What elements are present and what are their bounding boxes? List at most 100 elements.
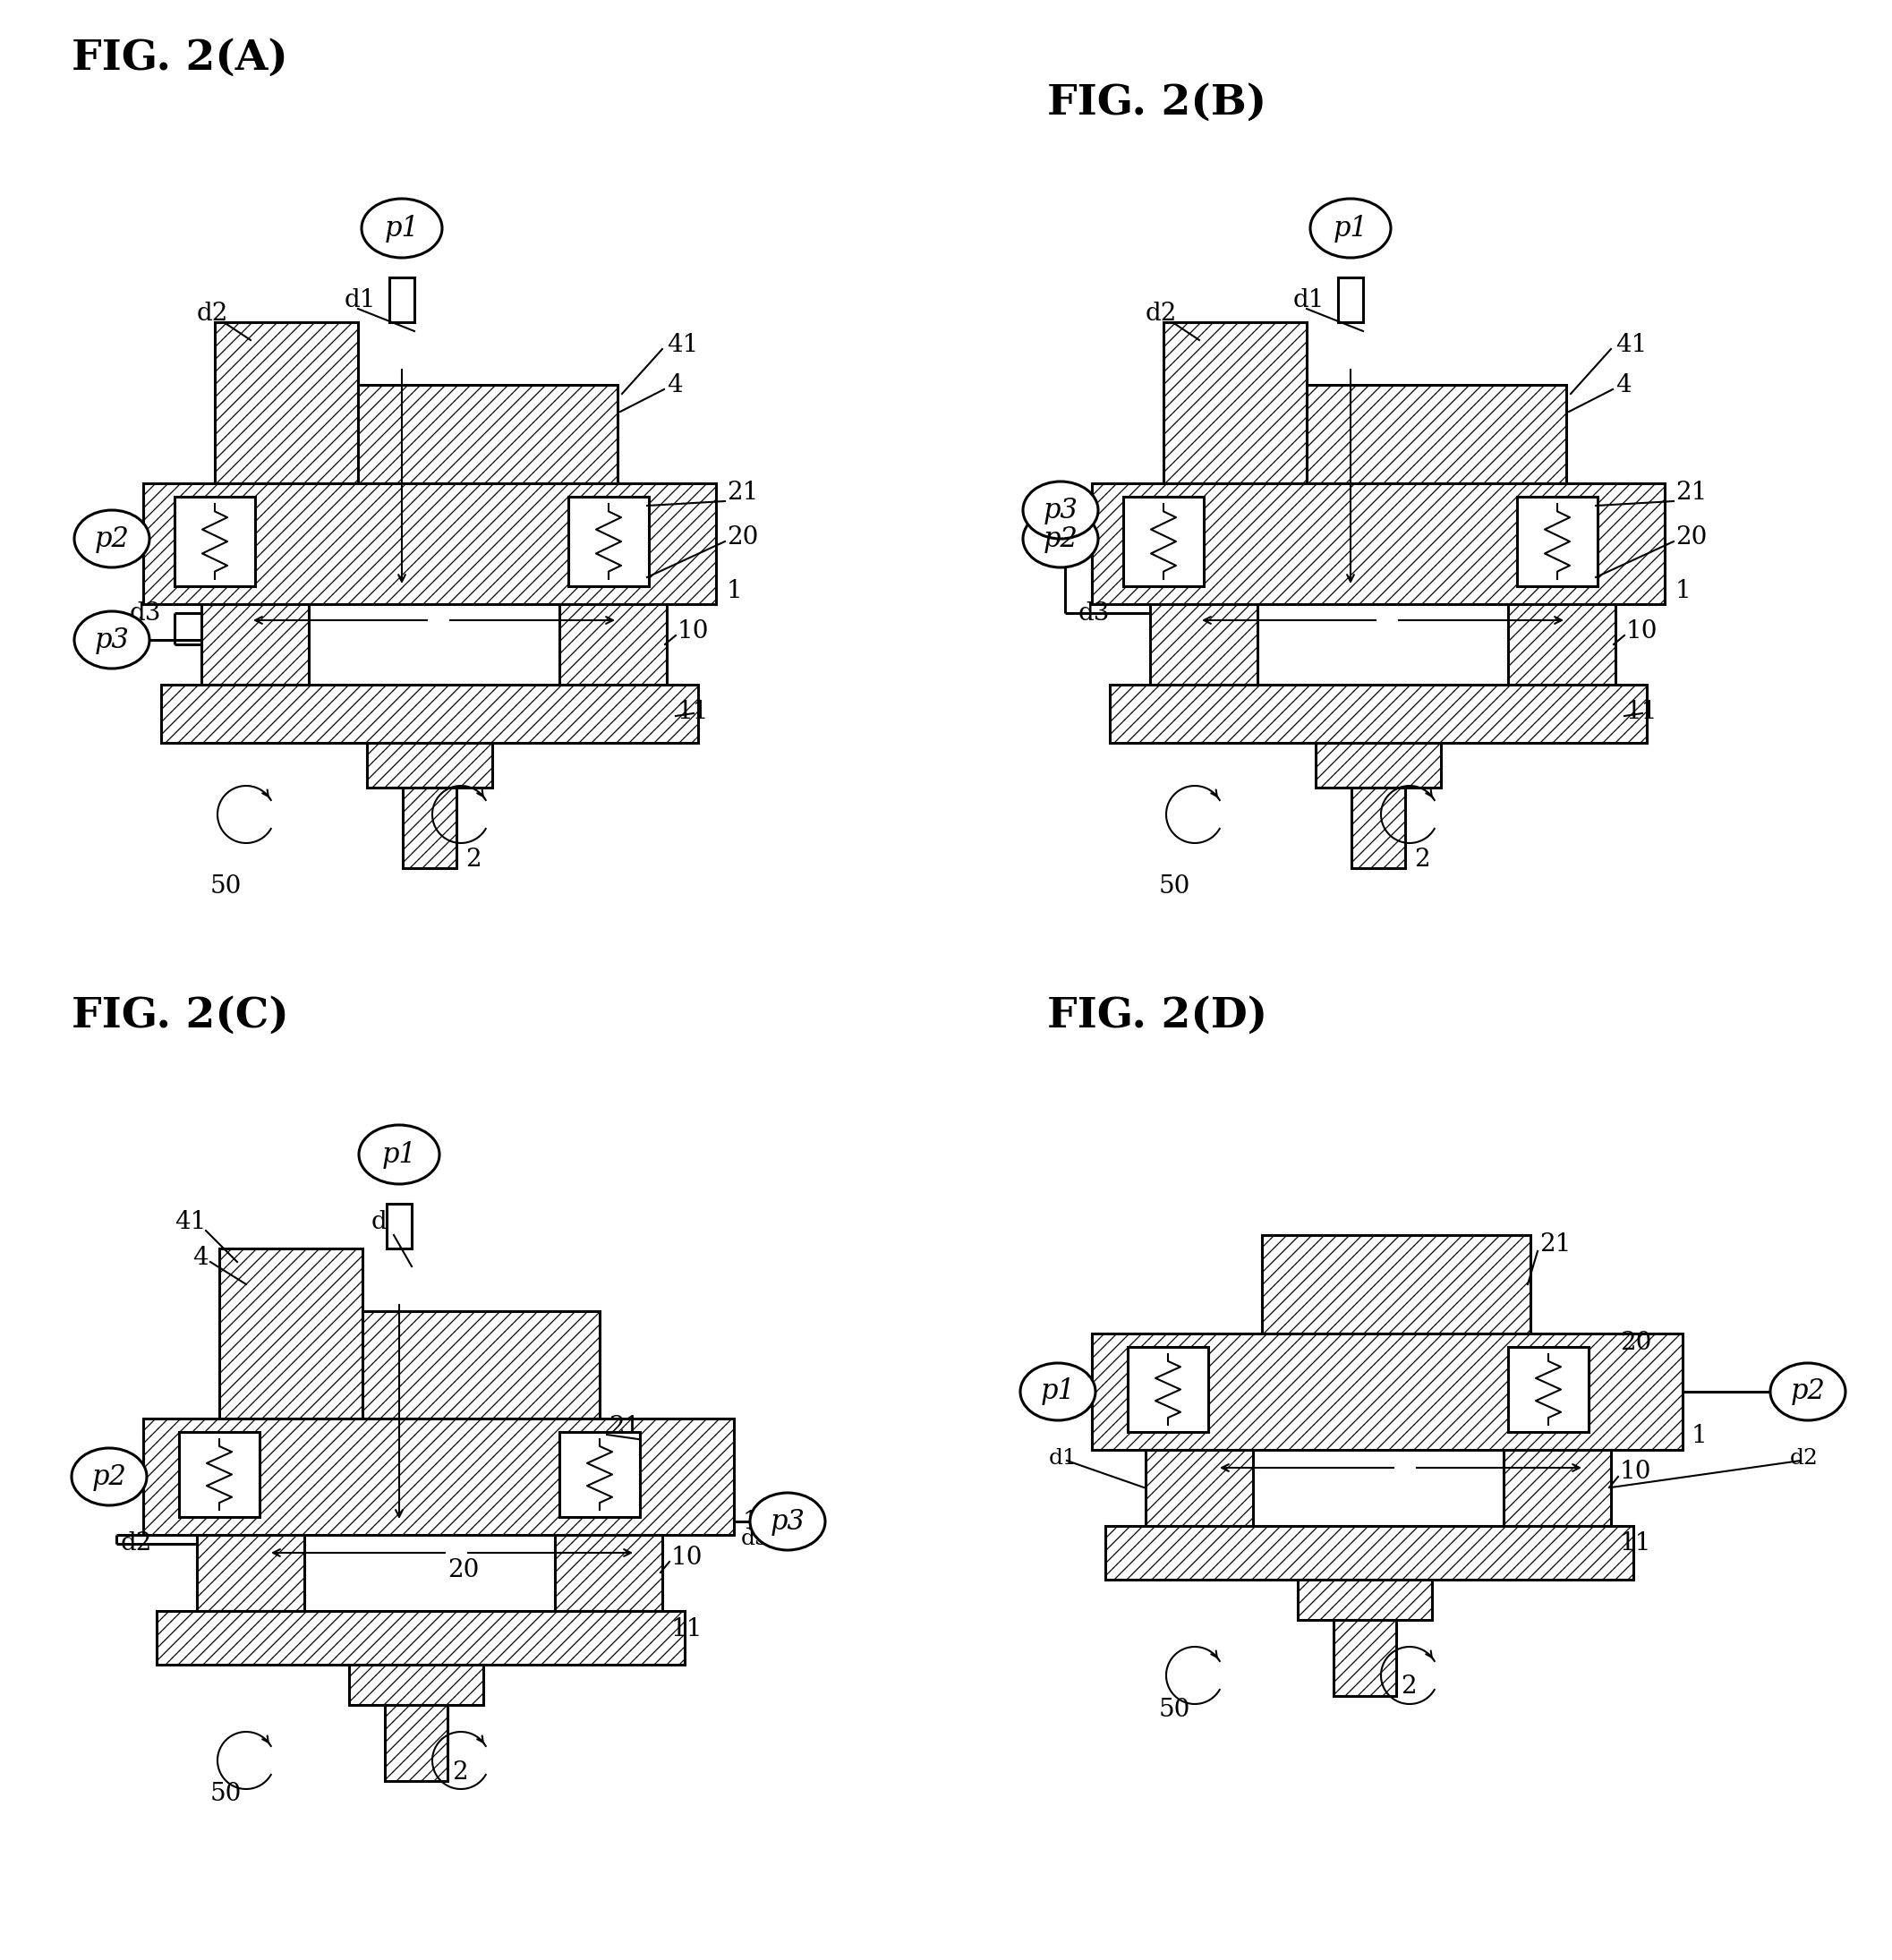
Text: p2: p2 (93, 1462, 127, 1492)
Bar (1145, 1450, 1253, 1527)
Text: 1: 1 (727, 578, 744, 604)
Text: FIG. 2(D): FIG. 2(D) (1046, 996, 1268, 1037)
Text: p3: p3 (95, 625, 129, 655)
Text: 2: 2 (452, 1760, 467, 1784)
Bar (554, 1535, 662, 1611)
Text: 21: 21 (727, 480, 759, 504)
Text: 11: 11 (672, 1617, 704, 1641)
Text: 41: 41 (174, 1209, 206, 1233)
Bar (1128, 1347, 1209, 1433)
Bar (1307, 384, 1567, 484)
Text: 2: 2 (1413, 847, 1430, 872)
Text: d2: d2 (197, 302, 229, 325)
Text: FIG. 2(A): FIG. 2(A) (72, 37, 288, 78)
Ellipse shape (1311, 198, 1391, 259)
Text: 41: 41 (666, 333, 698, 357)
Bar (1504, 1450, 1610, 1527)
Bar (1124, 496, 1203, 586)
Bar (161, 684, 698, 743)
Bar (216, 321, 358, 484)
Text: 11: 11 (1627, 700, 1657, 723)
Text: 4: 4 (666, 372, 683, 398)
Bar (386, 1203, 412, 1249)
Text: 20: 20 (1620, 1331, 1652, 1354)
Text: p3: p3 (770, 1507, 804, 1535)
Bar (144, 1419, 734, 1535)
Ellipse shape (74, 510, 149, 566)
Bar (1517, 496, 1597, 586)
Bar (348, 1664, 482, 1705)
Bar (1105, 1527, 1633, 1580)
Ellipse shape (74, 612, 149, 668)
Text: p3: p3 (1042, 496, 1078, 523)
Ellipse shape (361, 198, 443, 259)
Ellipse shape (1771, 1362, 1845, 1421)
Text: 1: 1 (1691, 1425, 1707, 1448)
Text: p1: p1 (384, 214, 420, 243)
Bar (363, 1311, 600, 1419)
Text: p1: p1 (382, 1141, 416, 1168)
Ellipse shape (72, 1448, 148, 1505)
Text: 50: 50 (210, 874, 242, 898)
Bar (367, 743, 492, 788)
Bar (197, 1535, 305, 1611)
Ellipse shape (359, 1125, 439, 1184)
Bar (1092, 484, 1665, 604)
Text: 20: 20 (727, 525, 759, 549)
Bar (1111, 684, 1646, 743)
Text: 50: 50 (1160, 874, 1190, 898)
Bar (1508, 604, 1616, 684)
Text: 11: 11 (1620, 1533, 1652, 1556)
Bar (1315, 743, 1442, 788)
Text: 1: 1 (1676, 578, 1691, 604)
Text: 11: 11 (677, 700, 710, 723)
Text: p1: p1 (1041, 1378, 1075, 1405)
Bar (560, 604, 666, 684)
Bar (1164, 321, 1307, 484)
Bar (180, 1433, 259, 1517)
Text: d3: d3 (1078, 602, 1111, 625)
Text: p1: p1 (1334, 214, 1368, 243)
Text: 21: 21 (609, 1415, 639, 1439)
Bar (174, 496, 255, 586)
Text: 20: 20 (1676, 525, 1707, 549)
Text: 10: 10 (677, 619, 710, 643)
Text: FIG. 2(B): FIG. 2(B) (1046, 82, 1266, 123)
Text: 10: 10 (1620, 1460, 1652, 1484)
Text: d3: d3 (131, 602, 161, 625)
Text: 10: 10 (672, 1544, 704, 1570)
Ellipse shape (749, 1494, 825, 1550)
Ellipse shape (1020, 1362, 1095, 1421)
Bar (390, 278, 414, 321)
Text: d2: d2 (121, 1533, 153, 1556)
Bar (358, 384, 617, 484)
Bar (403, 788, 456, 868)
Text: 41: 41 (1616, 333, 1648, 357)
Text: 2: 2 (465, 847, 481, 872)
Text: 20: 20 (448, 1558, 479, 1584)
Text: d1: d1 (371, 1209, 403, 1233)
Bar (1334, 1619, 1396, 1695)
Text: 4: 4 (1616, 372, 1631, 398)
Ellipse shape (1024, 482, 1097, 539)
Text: 50: 50 (1160, 1697, 1190, 1721)
Ellipse shape (1024, 510, 1097, 566)
Text: 1: 1 (744, 1509, 759, 1533)
Bar (157, 1611, 685, 1664)
Text: p2: p2 (1790, 1378, 1826, 1405)
Text: d3: d3 (742, 1529, 770, 1550)
Bar (1298, 1580, 1432, 1619)
Text: 21: 21 (1540, 1233, 1570, 1256)
Text: d1: d1 (344, 288, 377, 312)
Bar (219, 1249, 363, 1419)
Bar (201, 604, 308, 684)
Bar (1508, 1347, 1589, 1433)
Bar (568, 496, 649, 586)
Bar (384, 1705, 448, 1782)
Bar (1262, 1235, 1531, 1333)
Bar (1092, 1333, 1682, 1450)
Text: 2: 2 (1400, 1676, 1417, 1699)
Text: p2: p2 (1042, 525, 1078, 553)
Text: FIG. 2(C): FIG. 2(C) (72, 996, 289, 1037)
Bar (144, 484, 715, 604)
